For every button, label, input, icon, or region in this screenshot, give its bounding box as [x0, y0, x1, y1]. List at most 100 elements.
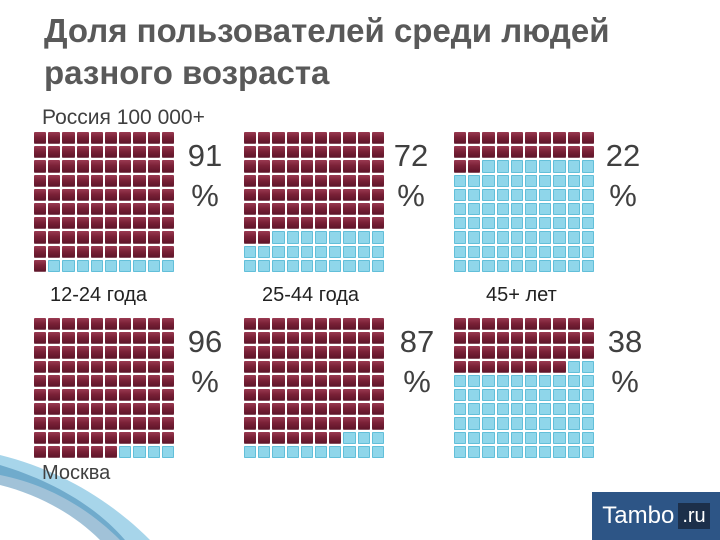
waffle-cell-empty — [468, 417, 481, 430]
waffle-cell-empty — [314, 245, 328, 258]
waffle-cell-filled — [133, 188, 146, 201]
waffle-cell-filled — [510, 132, 523, 145]
waffle-cell-empty — [119, 445, 132, 458]
waffle-cell-filled — [104, 417, 118, 430]
waffle-cell-empty — [371, 445, 384, 458]
waffle-cell-empty — [454, 245, 467, 258]
percent-value: 72 — [393, 138, 429, 173]
waffle-cell-filled — [90, 388, 103, 402]
waffle-cell-filled — [357, 417, 370, 430]
waffle-cell-empty — [553, 445, 566, 458]
waffle-cell-empty — [62, 259, 75, 272]
waffle-cell-filled — [76, 445, 89, 458]
waffle-cell-filled — [300, 318, 313, 331]
waffle-cell-filled — [258, 417, 271, 430]
waffle-cell-empty — [567, 188, 580, 201]
waffle-cell-empty — [258, 445, 271, 458]
waffle-cell-filled — [244, 318, 257, 331]
waffle-cell-filled — [133, 245, 146, 258]
percent-sign: % — [191, 178, 219, 213]
waffle-cell-filled — [300, 346, 313, 359]
waffle-cell-filled — [300, 217, 313, 230]
waffle-cell-filled — [90, 146, 103, 159]
waffle-cell-filled — [468, 332, 481, 345]
waffle-cell-filled — [244, 388, 257, 402]
waffle-cell-filled — [104, 174, 118, 187]
waffle-cell-filled — [147, 160, 160, 173]
waffle-cell-empty — [482, 445, 495, 458]
waffle-cell-empty — [581, 188, 594, 201]
waffle-cell-filled — [258, 332, 271, 345]
waffle-cell-filled — [258, 318, 271, 331]
waffle-cell-filled — [90, 360, 103, 373]
waffle-cell-filled — [357, 188, 370, 201]
waffle-cell-filled — [147, 231, 160, 244]
waffle-cell-empty — [510, 388, 523, 402]
waffle-cell-filled — [133, 231, 146, 244]
waffle-cell-filled — [496, 318, 509, 331]
waffle-cell-filled — [48, 417, 61, 430]
waffle-cell-empty — [553, 431, 566, 444]
waffle-cell-filled — [314, 417, 328, 430]
waffle-cell-filled — [468, 360, 481, 373]
waffle-cell-filled — [62, 360, 75, 373]
waffle-cell-empty — [133, 445, 146, 458]
waffle-cell-filled — [329, 403, 342, 416]
waffle-cell-empty — [510, 259, 523, 272]
waffle-cell-filled — [161, 374, 174, 387]
waffle-cell-filled — [147, 360, 160, 373]
waffle-cell-filled — [314, 217, 328, 230]
waffle-cell-filled — [357, 374, 370, 387]
waffle-cell-filled — [314, 431, 328, 444]
waffle-cell-filled — [300, 188, 313, 201]
waffle-cell-filled — [244, 202, 257, 216]
waffle-cell-filled — [272, 217, 285, 230]
waffle-cell-empty — [539, 417, 552, 430]
waffle-moscow-25-44 — [244, 318, 384, 458]
waffle-cell-filled — [524, 346, 538, 359]
waffle-cell-filled — [371, 188, 384, 201]
waffle-cell-filled — [496, 332, 509, 345]
waffle-cell-filled — [272, 202, 285, 216]
waffle-cell-filled — [329, 388, 342, 402]
waffle-cell-filled — [34, 360, 47, 373]
waffle-cell-filled — [161, 431, 174, 444]
waffle-cell-filled — [581, 146, 594, 159]
waffle-cell-empty — [539, 245, 552, 258]
waffle-cell-filled — [553, 332, 566, 345]
waffle-cell-empty — [496, 245, 509, 258]
waffle-cell-empty — [553, 231, 566, 244]
waffle-cell-empty — [329, 445, 342, 458]
waffle-cell-filled — [272, 174, 285, 187]
percent-sign: % — [403, 364, 431, 399]
waffle-cell-empty — [454, 217, 467, 230]
waffle-cell-empty — [258, 245, 271, 258]
waffle-cell-empty — [539, 431, 552, 444]
waffle-cell-filled — [510, 346, 523, 359]
percent-label: 22 % — [598, 136, 648, 216]
waffle-cell-filled — [357, 146, 370, 159]
waffle-cell-empty — [581, 445, 594, 458]
waffle-cell-filled — [147, 332, 160, 345]
waffle-cell-empty — [468, 403, 481, 416]
waffle-cell-filled — [34, 259, 47, 272]
waffle-moscow-45-plus — [454, 318, 594, 458]
logo-badge: .ru — [678, 503, 710, 529]
waffle-cell-empty — [581, 403, 594, 416]
waffle-cell-empty — [482, 403, 495, 416]
waffle-cell-filled — [90, 217, 103, 230]
waffle-cell-empty — [524, 445, 538, 458]
waffle-cell-filled — [147, 374, 160, 387]
waffle-cell-filled — [314, 160, 328, 173]
waffle-cell-filled — [133, 403, 146, 416]
waffle-cell-filled — [244, 360, 257, 373]
waffle-cell-filled — [553, 146, 566, 159]
waffle-cell-filled — [161, 332, 174, 345]
waffle-cell-filled — [104, 388, 118, 402]
waffle-cell-filled — [286, 318, 299, 331]
waffle-cell-empty — [539, 374, 552, 387]
waffle-cell-filled — [496, 146, 509, 159]
waffle-cell-empty — [524, 403, 538, 416]
waffle-cell-filled — [258, 431, 271, 444]
waffle-cell-empty — [343, 245, 356, 258]
